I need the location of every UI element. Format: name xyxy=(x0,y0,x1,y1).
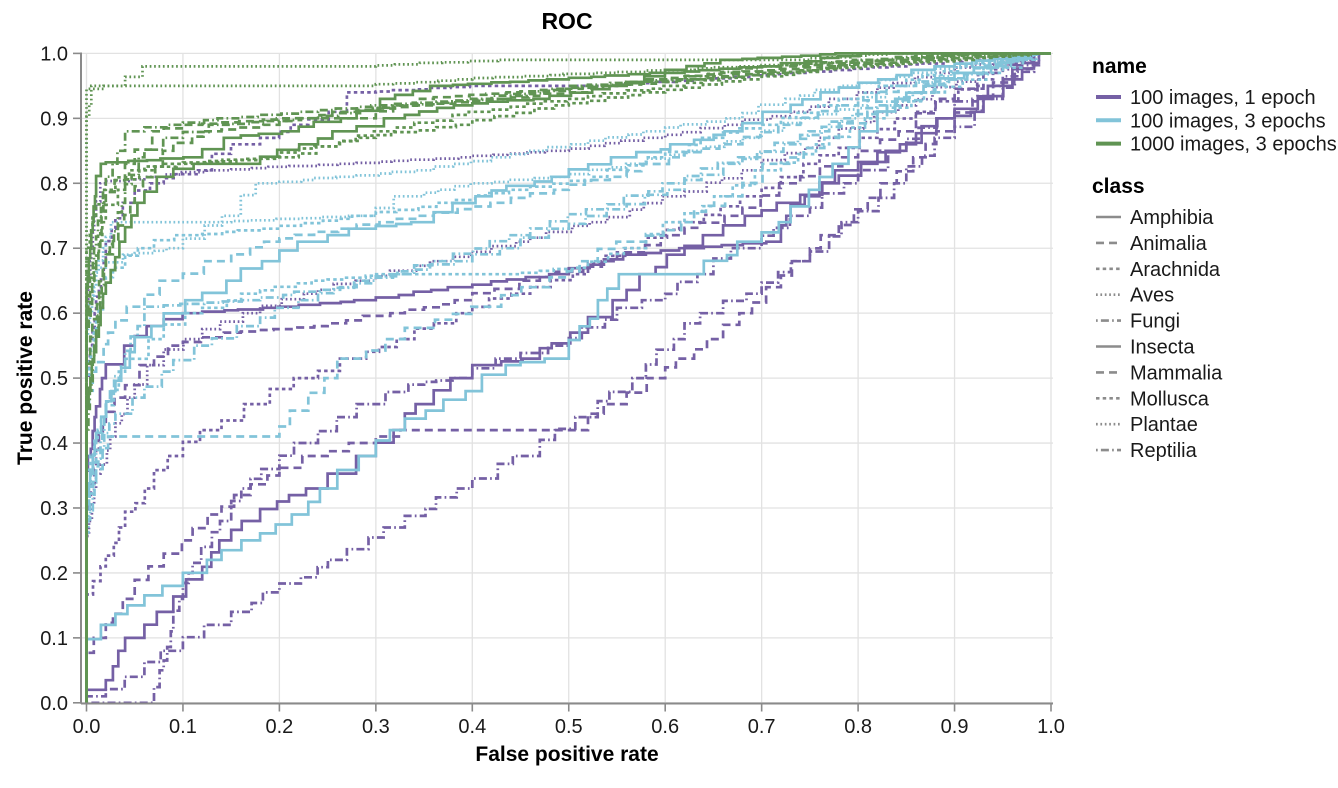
chart-title: ROC xyxy=(541,8,592,34)
x-tick-label: 0.9 xyxy=(941,716,969,738)
roc-curve-1000-images-3-epochs-fungi xyxy=(85,52,1051,703)
roc-curve-1000-images-3-epochs-arachnida xyxy=(85,52,1051,703)
legend-name-header: name xyxy=(1092,55,1147,78)
roc-curve-1000-images-3-epochs-amphibia xyxy=(85,52,1051,703)
roc-curve-100-images-1-epoch-reptilia xyxy=(85,52,1051,703)
legend-class-item-label: Mollusca xyxy=(1130,388,1210,410)
legend-class-item-plantae: Plantae xyxy=(1096,414,1198,436)
y-tick-label: 0.7 xyxy=(40,238,68,260)
y-tick-label: 0.1 xyxy=(40,628,68,650)
x-tick-label: 0.5 xyxy=(555,716,583,738)
roc-curve-100-images-1-epoch-insecta xyxy=(85,52,1051,703)
legend-class-item-label: Mammalia xyxy=(1130,362,1223,384)
legend-name-item-label: 1000 images, 3 epochs xyxy=(1130,134,1337,156)
y-tick-label: 0.2 xyxy=(40,563,68,585)
roc-curve-100-images-1-epoch-animalia xyxy=(85,52,1051,703)
roc-curves xyxy=(85,52,1051,705)
y-tick-label: 0.4 xyxy=(40,433,68,455)
legend-class-item-label: Fungi xyxy=(1130,311,1180,333)
y-tick-label: 1.0 xyxy=(40,43,68,65)
legend-class-item-animalia: Animalia xyxy=(1096,233,1208,255)
y-axis-title: True positive rate xyxy=(14,291,37,465)
roc-curve-1000-images-3-epochs-reptilia xyxy=(85,52,1051,703)
roc-curve-100-images-3-epochs-mammalia xyxy=(85,52,1051,703)
legend-name-item-1000-images-3-epochs: 1000 images, 3 epochs xyxy=(1096,134,1337,156)
roc-curve-1000-images-3-epochs-animalia xyxy=(85,52,1051,703)
legend-name-item-label: 100 images, 3 epochs xyxy=(1130,110,1326,132)
legend-class-item-mammalia: Mammalia xyxy=(1096,362,1223,384)
legend-class-item-insecta: Insecta xyxy=(1096,337,1195,359)
x-tick-label: 0.6 xyxy=(651,716,679,738)
legend-class-item-mollusca: Mollusca xyxy=(1096,388,1210,410)
roc-curve-1000-images-3-epochs-plantae xyxy=(85,52,1051,703)
y-tick-label: 0.6 xyxy=(40,303,68,325)
x-tick-label: 0.2 xyxy=(265,716,293,738)
roc-curve-100-images-1-epoch-amphibia xyxy=(85,52,1051,703)
legend-class-item-label: Insecta xyxy=(1130,337,1195,359)
legend-class-item-reptilia: Reptilia xyxy=(1096,440,1198,462)
axes: 0.0 0.1 0.2 0.3 0.4 0.5 0.6 0.7 0.8 0.9 1.0 0.0 0.1 0… xyxy=(40,43,1065,738)
y-tick-label: 0.3 xyxy=(40,498,68,520)
legend-class-item-aves: Aves xyxy=(1096,285,1174,307)
roc-curve-100-images-3-epochs-plantae xyxy=(85,52,1051,703)
x-tick-label: 0.3 xyxy=(362,716,390,738)
legend-class-header: class xyxy=(1092,175,1145,198)
legend-class-item-label: Aves xyxy=(1130,285,1174,307)
roc-curve-100-images-1-epoch-plantae xyxy=(85,52,1051,703)
x-tick-label: 0.7 xyxy=(748,716,776,738)
roc-curve-100-images-3-epochs-insecta xyxy=(85,52,1051,703)
legend-name-item-100-images-1-epoch: 100 images, 1 epoch xyxy=(1096,87,1316,109)
legend-name-item-label: 100 images, 1 epoch xyxy=(1130,87,1316,109)
y-tick-label: 0.9 xyxy=(40,108,68,130)
legend-class-item-amphibia: Amphibia xyxy=(1096,207,1214,229)
y-tick-label: 0.8 xyxy=(40,173,68,195)
x-tick-label: 1.0 xyxy=(1037,716,1065,738)
roc-curve-100-images-3-epochs-fungi xyxy=(85,52,1051,703)
roc-curve-1000-images-3-epochs-mammalia xyxy=(85,52,1051,703)
legend-class-item-fungi: Fungi xyxy=(1096,311,1180,333)
x-tick-label: 0.4 xyxy=(458,716,486,738)
legend-class-item-label: Arachnida xyxy=(1130,259,1221,281)
x-tick-label: 0.8 xyxy=(844,716,872,738)
x-tick-label: 0.0 xyxy=(73,716,101,738)
legend-class-item-label: Plantae xyxy=(1130,414,1198,436)
roc-curve-100-images-1-epoch-mammalia xyxy=(85,52,1051,703)
legend-class-item-label: Reptilia xyxy=(1130,440,1198,462)
roc-curve-1000-images-3-epochs-mollusca xyxy=(85,52,1051,703)
roc-curve-100-images-3-epochs-aves xyxy=(85,52,1051,703)
legend-class-item-arachnida: Arachnida xyxy=(1096,259,1221,281)
legend-class-item-label: Animalia xyxy=(1130,233,1208,255)
roc-curve-100-images-3-epochs-reptilia xyxy=(85,52,1051,703)
y-tick-label: 0.5 xyxy=(40,368,68,390)
roc-curve-100-images-1-epoch-fungi xyxy=(86,52,1051,705)
x-tick-label: 0.1 xyxy=(169,716,197,738)
roc-curve-100-images-3-epochs-animalia xyxy=(85,52,1051,703)
y-tick-label: 0.0 xyxy=(40,693,68,715)
legend-class-item-label: Amphibia xyxy=(1130,207,1214,229)
x-axis-title: False positive rate xyxy=(475,743,658,766)
roc-curve-1000-images-3-epochs-insecta xyxy=(85,52,1051,703)
roc-curve-100-images-3-epochs-mollusca xyxy=(85,52,1051,703)
legend-name-item-100-images-3-epochs: 100 images, 3 epochs xyxy=(1096,110,1326,132)
